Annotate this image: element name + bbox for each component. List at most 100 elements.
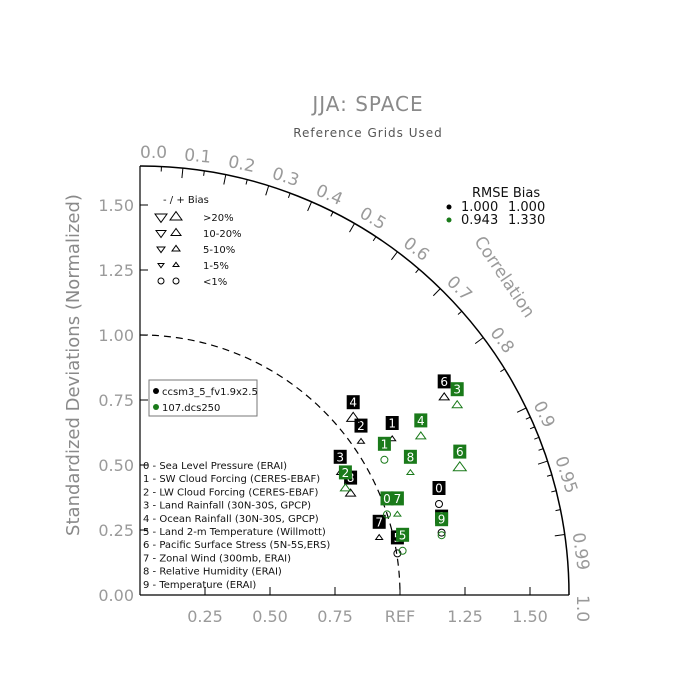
data-point-marker xyxy=(393,549,402,558)
y-tick-label: 0.00 xyxy=(98,586,134,605)
data-point-label: 4 xyxy=(417,414,425,428)
data-point-label-box xyxy=(346,395,360,410)
variable-legend-item: 9 - Temperature (ERAI) xyxy=(143,580,256,591)
data-point-label-box xyxy=(377,436,391,451)
data-point-marker xyxy=(383,510,391,519)
y-axis-label: Standardized Deviations (Normalized) xyxy=(63,194,84,536)
correlation-minor-tick xyxy=(415,268,420,274)
data-point-label-box xyxy=(380,491,394,506)
rmse-header: RMSE Bias xyxy=(472,186,540,201)
correlation-tick-label: 0.99 xyxy=(568,531,593,571)
data-point-label-box xyxy=(385,416,399,430)
bias-down-triangle-icon xyxy=(154,213,168,224)
x-tick-label: REF xyxy=(385,607,415,626)
bias-up-triangle-icon xyxy=(172,261,180,267)
data-point-label-box xyxy=(333,449,347,464)
correlation-tick xyxy=(516,407,527,413)
case-dot-icon xyxy=(153,404,159,410)
bias-down-triangle-icon xyxy=(156,246,166,254)
y-tick-label: 0.25 xyxy=(98,521,134,540)
data-point-label-box xyxy=(396,527,410,542)
data-point-label: 5 xyxy=(399,528,407,542)
data-point-label-box xyxy=(338,465,352,480)
data-point-marker xyxy=(437,531,446,540)
y-tick-label: 0.75 xyxy=(98,391,134,410)
variable-legend-item: 4 - Ocean Rainfall (30N-30S, GPCP) xyxy=(143,514,319,525)
bias-legend-label: >20% xyxy=(203,213,234,224)
bias-circle-icon xyxy=(157,277,165,285)
correlation-tick-label: 0.95 xyxy=(550,454,581,496)
correlation-tick-label: 0.1 xyxy=(183,145,212,168)
correlation-minor-tick xyxy=(372,236,377,242)
bias-up-triangle-icon xyxy=(169,210,183,221)
correlation-tick-label: 0.0 xyxy=(140,143,167,163)
variable-legend-item: 1 - SW Cloud Forcing (CERES-EBAF) xyxy=(143,474,320,485)
data-point-label-box xyxy=(435,512,449,527)
correlation-minor-tick xyxy=(538,448,544,451)
correlation-tick-label: 0.5 xyxy=(356,204,389,235)
data-point-label: 3 xyxy=(453,383,461,397)
correlation-minor-tick xyxy=(529,426,535,430)
correlation-tick-label: 0.4 xyxy=(313,181,346,210)
data-point-label: 0 xyxy=(435,482,443,496)
data-point-label: 1 xyxy=(388,417,396,431)
bias-up-triangle-icon xyxy=(171,244,181,252)
case-dot-icon xyxy=(153,388,159,394)
rmse-value: 0.943 xyxy=(461,213,498,228)
bias-down-triangle-icon xyxy=(155,230,167,239)
data-point-marker xyxy=(374,533,384,540)
correlation-tick-label: 0.8 xyxy=(486,324,518,358)
data-point-label: 8 xyxy=(407,450,415,464)
data-points: 0 1 2 3 4 5 6 7 8 90 1 2 3 4 5 6 7 8 9 xyxy=(333,374,468,558)
case-legend-box xyxy=(148,379,258,417)
correlation-minor-tick xyxy=(546,474,552,477)
data-point-label: 7 xyxy=(375,515,383,529)
variable-legend-item: 6 - Pacific Surface Stress (5N-5S,ERS) xyxy=(143,540,330,551)
correlation-tick xyxy=(432,288,441,297)
data-point-marker xyxy=(438,392,451,401)
correlation-tick xyxy=(537,460,548,465)
data-point-label: 7 xyxy=(394,492,402,506)
data-point-label-box xyxy=(354,418,368,433)
case-legend: ccsm3_5_fv1.9x2.5 107.dcs250 xyxy=(148,379,258,417)
chart-title: JJA: SPACE xyxy=(310,92,423,116)
data-point-label: 9 xyxy=(438,513,446,527)
data-point-label-box xyxy=(432,481,446,495)
y-tick-labels: 0.00 0.25 0.50 0.75 1.00 1.25 1.50 xyxy=(98,196,134,605)
data-point-label-box xyxy=(372,514,386,529)
correlation-minor-tick xyxy=(245,179,248,185)
variable-legend: 0 - Sea Level Pressure (ERAI) 1 - SW Clou… xyxy=(143,461,330,591)
data-point-marker xyxy=(345,411,361,422)
data-point-marker xyxy=(405,468,415,475)
data-point-label: 2 xyxy=(357,419,365,433)
data-point-marker xyxy=(437,528,446,537)
bias-legend: - / + Bias >20% 10-20% 5-10% 1-5% <1% xyxy=(154,195,242,288)
bias-legend-header: - / + Bias xyxy=(163,195,209,206)
data-point-marker xyxy=(339,483,352,492)
case-label: 107.dcs250 xyxy=(162,403,220,414)
data-point-label: 3 xyxy=(336,450,344,464)
correlation-minor-tick xyxy=(330,211,334,217)
correlation-tick xyxy=(265,185,270,196)
data-point-label: 0 xyxy=(383,492,391,506)
data-point-label-box xyxy=(453,444,467,459)
data-point-marker xyxy=(392,510,402,517)
data-point-label: 1 xyxy=(381,437,389,451)
y-tick-label: 1.25 xyxy=(98,261,134,280)
y-tick-label: 0.50 xyxy=(98,456,134,475)
bias-legend-label: <1% xyxy=(203,277,227,288)
y-tick-label: 1.50 xyxy=(98,196,134,215)
y-tick-label: 1.00 xyxy=(98,326,134,345)
data-point-marker xyxy=(435,500,443,508)
data-point-marker xyxy=(398,546,407,555)
correlation-minor-tick xyxy=(534,436,540,440)
correlation-minor-tick xyxy=(500,368,505,373)
data-point-marker xyxy=(356,437,366,444)
correlation-tick xyxy=(474,337,484,345)
variable-legend-item: 3 - Land Rainfall (30N-30S, GPCP) xyxy=(143,501,311,512)
x-tick-label: 1.50 xyxy=(512,607,548,626)
x-tick-label: 1.25 xyxy=(447,607,483,626)
data-point-marker xyxy=(344,488,357,497)
variable-legend-item: 5 - Land 2-m Temperature (Willmott) xyxy=(143,527,326,538)
